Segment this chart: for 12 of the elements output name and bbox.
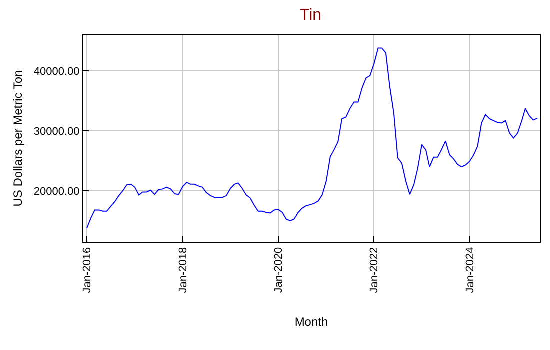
x-tick-label: Jan-2022 xyxy=(368,247,381,294)
line-series xyxy=(86,48,538,229)
y-axis-title: US Dollars per Metric Ton xyxy=(11,70,26,207)
x-tick-label: Jan-2016 xyxy=(82,247,94,294)
x-axis-title: Month xyxy=(294,315,328,330)
chart-title: Tin xyxy=(300,6,322,24)
x-tick-label: Jan-2018 xyxy=(177,247,190,294)
y-tick-label: 30000.00 xyxy=(34,126,80,138)
y-tick-label: 20000.00 xyxy=(34,186,80,198)
y-tick-label: 40000.00 xyxy=(34,66,80,78)
x-tick-label: Jan-2020 xyxy=(273,247,286,294)
x-tick-label: Jan-2024 xyxy=(464,247,476,294)
